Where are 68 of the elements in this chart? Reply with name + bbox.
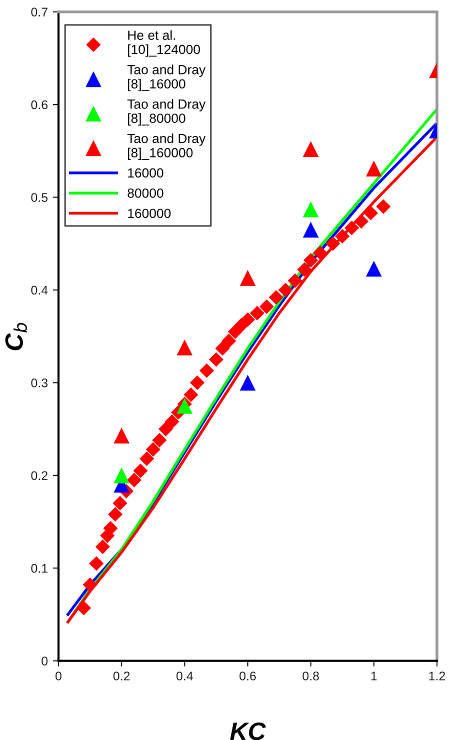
point — [302, 201, 319, 218]
point — [366, 160, 382, 176]
x-tick-label: 0.8 — [302, 672, 319, 680]
point — [312, 246, 328, 260]
x-tick-label: 1.2 — [429, 672, 446, 680]
y-tick-label: 0 — [42, 656, 48, 666]
y-tick-label: 0.3 — [31, 378, 48, 388]
point — [126, 472, 142, 488]
point — [304, 253, 318, 268]
point — [76, 600, 92, 616]
legend-label: 80000 — [128, 188, 164, 198]
y-tick-label: 0.2 — [31, 471, 48, 480]
point — [278, 282, 293, 298]
point — [302, 141, 319, 157]
point — [146, 442, 160, 457]
point — [335, 228, 350, 244]
point — [240, 312, 256, 327]
x-tick-label: 1 — [371, 672, 377, 680]
point — [190, 375, 205, 390]
point — [366, 260, 382, 277]
point — [114, 428, 130, 444]
point — [82, 578, 98, 592]
y-axis-title: C$_{b}$ — [5, 322, 28, 350]
point — [376, 199, 391, 214]
point — [184, 387, 198, 402]
point — [108, 507, 123, 522]
point — [158, 422, 174, 436]
point — [199, 363, 214, 378]
point — [259, 299, 274, 314]
point — [112, 496, 128, 510]
y-tick-label: 0.7 — [31, 8, 48, 16]
point — [152, 432, 167, 448]
point — [288, 273, 302, 288]
point — [354, 214, 369, 229]
legend-label: Tao and Dray [8]_160000 — [127, 133, 206, 160]
point — [268, 290, 284, 305]
x-axis-title: KC — [230, 722, 266, 740]
y-tick-label: 0.5 — [31, 193, 48, 202]
point — [140, 451, 154, 466]
y-tick-label: 0.6 — [31, 100, 48, 110]
legend-label: Tao and Dray [8]_16000 — [127, 64, 206, 92]
y-tick-label: 0.4 — [31, 286, 48, 295]
point — [164, 414, 180, 429]
legend-label: He et al. [10]_124000 — [128, 30, 200, 57]
point — [208, 352, 224, 367]
legend-label: Tao and Dray [8]_80000 — [127, 99, 206, 126]
point — [133, 463, 148, 478]
x-tick-label: 0.6 — [240, 672, 256, 680]
point — [326, 236, 340, 251]
point — [89, 556, 104, 571]
point — [176, 340, 193, 356]
point — [297, 262, 312, 277]
legend-label: 16000 — [128, 168, 164, 178]
point — [250, 306, 264, 320]
legend-label: 160000 — [128, 208, 171, 218]
x-tick-label: 0 — [56, 672, 62, 680]
point — [95, 540, 110, 554]
x-tick-label: 0.4 — [176, 672, 193, 680]
point — [302, 222, 319, 238]
point — [114, 467, 130, 484]
point — [363, 206, 378, 220]
point — [240, 374, 256, 391]
x-tick-label: 0.2 — [113, 672, 130, 680]
point — [240, 270, 256, 286]
point — [222, 334, 236, 348]
point — [215, 341, 230, 356]
point — [344, 220, 360, 236]
y-tick-label: 0.1 — [31, 564, 48, 573]
